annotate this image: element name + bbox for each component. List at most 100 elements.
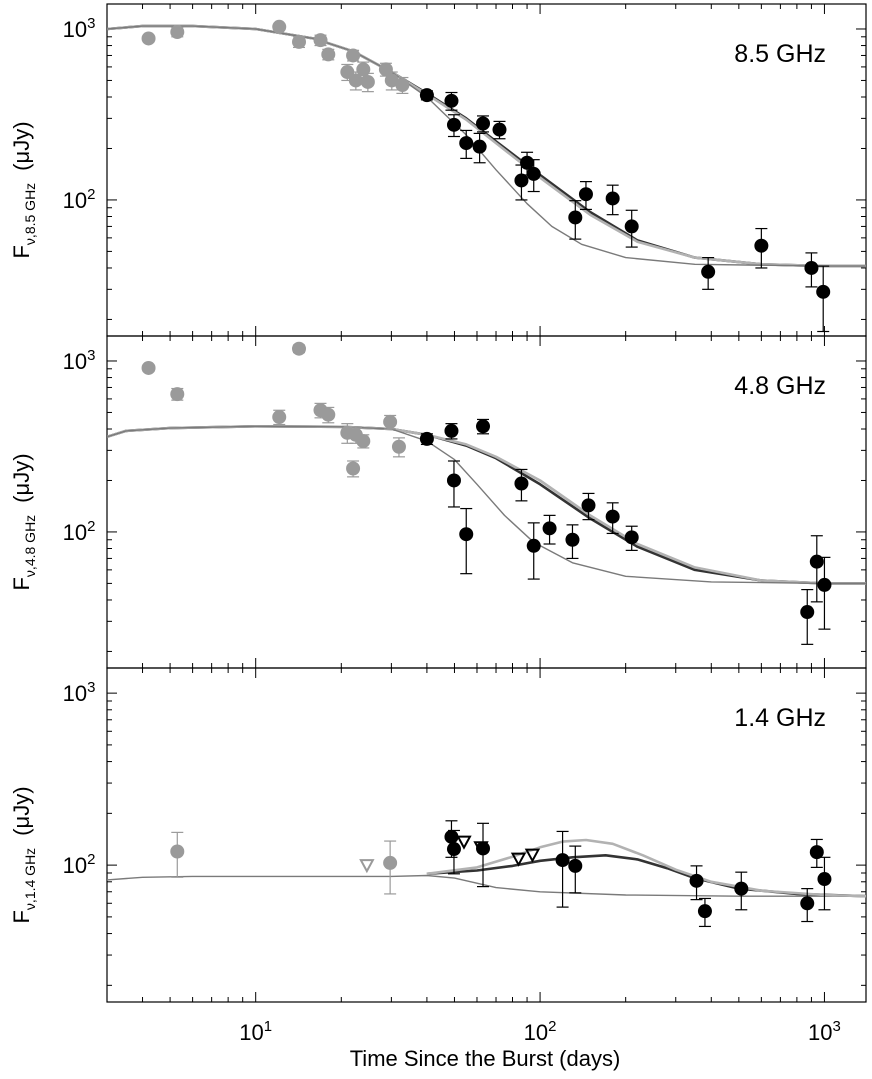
early-data-point [383, 414, 398, 429]
late-data-point [701, 264, 716, 279]
panel-0: 102 103 Fν,8.5 GHz(μJy) 8.5 GHz [9, 3, 867, 337]
panel-2: 102 103 101 102 103 Fν,1.4 GHz(μJy) 1.4 GHz [9, 667, 867, 1045]
late-data-point [568, 210, 583, 225]
early-data-point [321, 407, 336, 422]
late-data-point [734, 881, 749, 896]
late-data-point [419, 88, 434, 103]
early-data-point [141, 31, 156, 46]
panel-annotation: 4.8 GHz [734, 372, 826, 400]
early-data-point [340, 65, 355, 80]
upper-limit-marker [456, 835, 472, 850]
upper-limit-marker [524, 848, 541, 863]
early-data-point [141, 360, 156, 375]
early-data-point [170, 387, 185, 402]
late-data-point [446, 117, 461, 132]
y-tick-label: 103 [63, 15, 96, 42]
late-data-point [419, 431, 434, 446]
x-tick-label: 103 [808, 1018, 841, 1045]
late-data-point [476, 116, 491, 131]
model-curve-light [426, 838, 866, 898]
early-data-point [272, 19, 287, 34]
model-curve-dark [107, 425, 866, 585]
late-data-point [514, 173, 529, 188]
late-data-point [809, 845, 824, 860]
late-data-point [624, 219, 639, 234]
late-data-point [492, 122, 507, 137]
x-axis-label: Time Since the Burst (days) [350, 1046, 621, 1071]
late-data-point [568, 858, 583, 873]
y-axis-label: Fν,4.8 GHz(μJy) [9, 453, 38, 590]
late-data-point [444, 423, 459, 438]
late-data-point [581, 498, 596, 513]
plot-frame [106, 667, 867, 1003]
early-data-point [378, 62, 393, 77]
upper-limit-marker [473, 841, 489, 856]
plot-content [107, 820, 866, 928]
early-data-point [383, 855, 398, 870]
early-data-point [313, 33, 328, 48]
late-data-point [578, 187, 593, 202]
late-data-point [459, 136, 474, 151]
early-data-point [170, 844, 185, 859]
early-data-point [384, 73, 399, 88]
late-data-point [804, 260, 819, 275]
late-data-point [514, 476, 529, 491]
y-tick-label: 102 [63, 851, 96, 878]
early-data-point [272, 410, 287, 425]
plot-content [107, 341, 866, 645]
late-data-point [754, 238, 769, 253]
y-tick-label: 102 [63, 186, 96, 213]
panels: 102 103 Fν,8.5 GHz(μJy) 8.5 GHz 102 103 Fν,4.8… [9, 3, 867, 1045]
y-tick-label: 103 [63, 347, 96, 374]
late-data-point [526, 166, 541, 181]
panel-1: 102 103 Fν,4.8 GHz(μJy) 4.8 GHz [9, 335, 867, 669]
y-axis-label: Fν,1.4 GHz(μJy) [9, 786, 38, 923]
model-curve-thin [107, 425, 866, 585]
late-data-point [605, 509, 620, 524]
upper-limit-marker [359, 859, 375, 874]
late-data-point [446, 842, 461, 857]
x-tick-label: 102 [524, 1018, 557, 1045]
model-curve-light [107, 425, 866, 585]
late-data-point [444, 829, 459, 844]
y-axis-label: Fν,8.5 GHz(μJy) [9, 121, 38, 258]
panel-annotation: 1.4 GHz [734, 704, 826, 732]
early-data-point [321, 47, 336, 62]
late-data-point [446, 473, 461, 488]
early-data-point [391, 439, 406, 454]
late-data-point [624, 530, 639, 545]
x-tick-label: 101 [239, 1018, 272, 1045]
late-data-point [472, 139, 487, 154]
early-data-point [346, 48, 361, 63]
late-data-point [697, 904, 712, 919]
early-data-point [395, 78, 410, 93]
late-data-point [605, 191, 620, 206]
late-data-point [459, 527, 474, 542]
late-data-point [816, 284, 831, 299]
late-data-point [542, 521, 557, 536]
model-curve-thin [107, 874, 866, 897]
late-data-point [444, 93, 459, 108]
late-data-point [800, 605, 815, 620]
early-data-point [292, 34, 307, 49]
early-data-point [346, 461, 361, 476]
late-data-point [555, 853, 570, 868]
late-data-point [817, 872, 832, 887]
early-data-point [360, 74, 375, 89]
panel-annotation: 8.5 GHz [734, 40, 826, 68]
late-data-point [565, 532, 580, 547]
late-data-point [809, 554, 824, 569]
early-data-point [356, 434, 371, 449]
late-data-point [817, 577, 832, 592]
late-data-point [526, 538, 541, 553]
early-data-point [170, 25, 185, 40]
y-tick-label: 102 [63, 518, 96, 545]
upper-limit-marker [510, 852, 527, 867]
y-tick-label: 103 [63, 679, 96, 706]
late-data-point [476, 419, 491, 434]
late-data-point [800, 896, 815, 911]
plot-content [107, 19, 866, 333]
early-data-point [292, 341, 307, 356]
late-data-point [689, 873, 704, 888]
